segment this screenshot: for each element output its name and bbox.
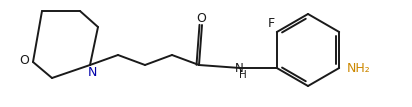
Text: H: H (239, 70, 247, 80)
Text: N: N (234, 62, 243, 74)
Text: F: F (267, 16, 274, 30)
Text: N: N (87, 65, 97, 79)
Text: O: O (19, 54, 29, 68)
Text: O: O (196, 11, 206, 25)
Text: NH₂: NH₂ (346, 62, 370, 74)
